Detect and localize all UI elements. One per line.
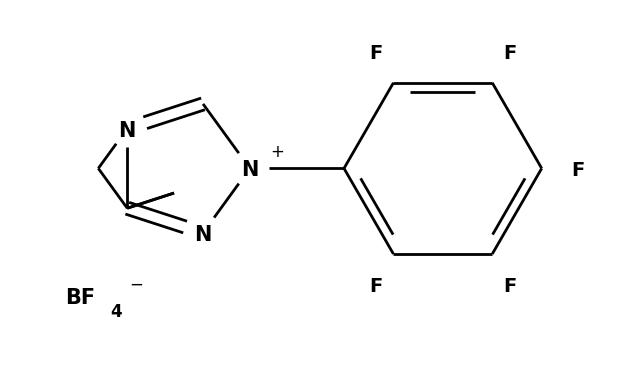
Text: N: N <box>241 160 259 180</box>
Text: N: N <box>195 225 212 245</box>
Text: N: N <box>118 120 136 141</box>
Text: −: − <box>130 275 143 293</box>
Text: BF: BF <box>65 288 95 308</box>
Text: F: F <box>504 44 516 63</box>
Text: F: F <box>369 277 382 296</box>
Text: F: F <box>504 277 516 296</box>
Text: +: + <box>271 143 284 161</box>
Text: 4: 4 <box>110 303 122 322</box>
Text: F: F <box>571 161 584 180</box>
Text: F: F <box>369 44 382 63</box>
